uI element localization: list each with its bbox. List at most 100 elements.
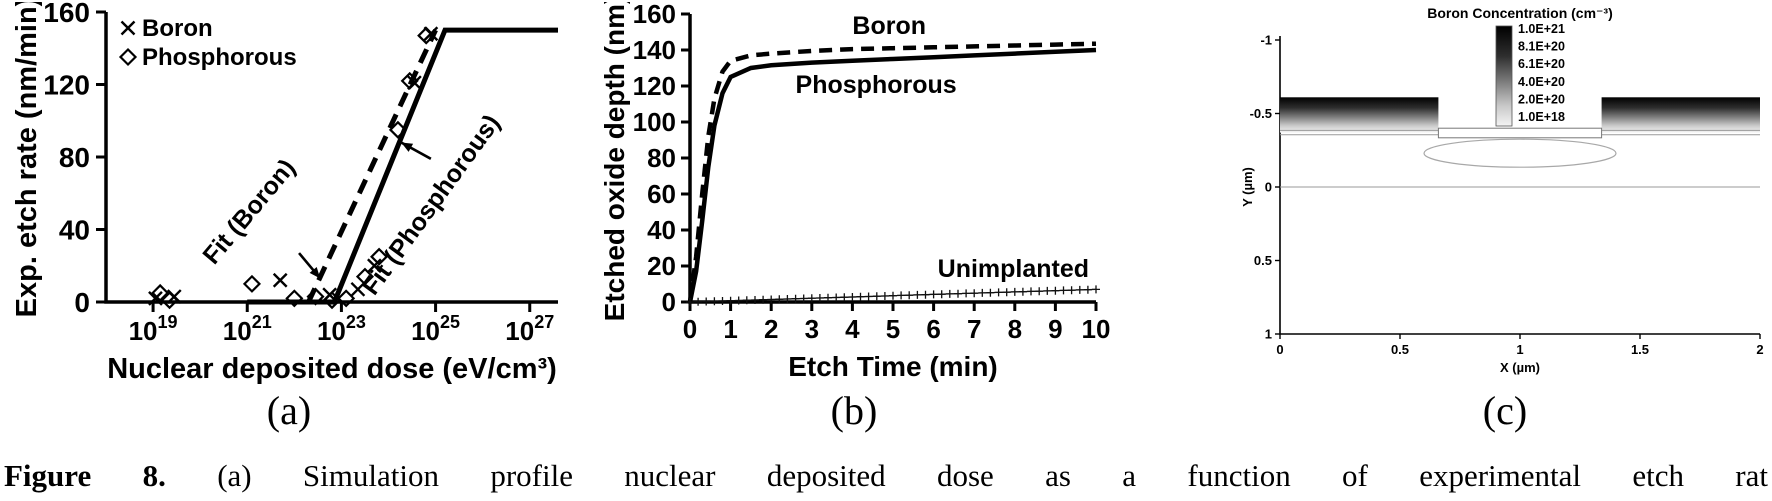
diamond-marker	[370, 247, 389, 266]
x-tick-label: 7	[967, 314, 981, 344]
fit-annotation: Fit (Phosphorous)	[357, 110, 506, 301]
x-tick-label: 6	[926, 314, 940, 344]
y-tick-label: 0	[662, 287, 676, 317]
plus-marker	[848, 293, 857, 301]
plus-marker	[1035, 287, 1044, 296]
diamond-marker	[337, 289, 356, 308]
plus-marker	[1010, 287, 1019, 296]
y-tick-label: 80	[59, 142, 90, 173]
implant-band	[1601, 97, 1760, 133]
x-tick-label: 1019	[129, 312, 178, 346]
plus-marker	[718, 297, 727, 305]
plus-marker	[1002, 288, 1011, 297]
series-label: Unimplanted	[938, 255, 1089, 283]
panel-b-label: (b)	[830, 388, 878, 433]
plus-marker	[937, 290, 946, 299]
plus-marker	[986, 288, 995, 297]
fit-annotation: Fit (Boron)	[197, 154, 301, 270]
x-axis-title: Etch Time (min)	[788, 351, 998, 382]
series-boron	[687, 41, 1097, 303]
diamond-marker	[388, 120, 407, 139]
x-tick-label: 1023	[317, 312, 366, 346]
colorbar-tick-label: 4.0E+20	[1518, 75, 1565, 89]
plus-marker	[1018, 287, 1027, 296]
colorbar-title: Boron Concentration (cm⁻³)	[1427, 5, 1613, 21]
x-axis-title: X (µm)	[1500, 360, 1540, 375]
chart-graphic: 10	[129, 316, 158, 346]
figure-caption: Figure 8. (a) Simulation profile nuclear…	[0, 456, 1772, 501]
plus-marker	[1067, 286, 1076, 295]
y-tick-label: -0.5	[1250, 106, 1272, 121]
cross-marker	[272, 272, 288, 288]
fit-line-dashed	[306, 29, 438, 304]
plus-marker	[889, 291, 897, 300]
x-tick-label: 1025	[411, 312, 460, 346]
y-tick-label: -1	[1260, 33, 1272, 48]
arrow-head	[309, 267, 321, 279]
caption-body: (a) Simulation profile nuclear deposited…	[217, 458, 1769, 493]
plus-marker	[856, 292, 865, 301]
colorbar: Boron Concentration (cm⁻³)1.0E+21 8.1E+20…	[1427, 5, 1613, 127]
plus-marker	[1092, 285, 1100, 294]
plus-marker	[751, 296, 759, 304]
plus-marker	[872, 292, 881, 301]
y-tick-label: 120	[43, 70, 90, 101]
x-tick-label: 1.5	[1631, 342, 1649, 357]
x-tick-label: 2	[1756, 342, 1763, 357]
diamond-marker	[242, 274, 262, 293]
y-tick-label: 160	[633, 2, 676, 29]
plus-marker	[775, 295, 784, 304]
diamond-marker	[160, 291, 179, 310]
plus-marker	[1083, 285, 1092, 294]
plus-marker	[702, 297, 711, 306]
panel-c: -1 -0.5 0 0.5 1 0 0.5 1 1.5 2 X (µm) Y (µm) Boron Co…	[1238, 2, 1772, 432]
panel-a-label: (a)	[266, 388, 312, 433]
plus-marker	[1051, 286, 1060, 295]
cross-marker	[148, 291, 163, 306]
plus-marker	[962, 289, 971, 298]
legend-label: Boron	[142, 15, 213, 42]
junction-contour	[1423, 138, 1617, 168]
cross-marker	[350, 281, 366, 297]
plus-marker	[840, 293, 849, 302]
plus-marker	[767, 295, 776, 304]
x-tick-label: 1	[723, 314, 737, 344]
plus-marker	[978, 288, 987, 297]
arrow-head	[401, 142, 414, 152]
plus-marker	[710, 297, 719, 306]
plus-marker	[1043, 286, 1052, 295]
plus-marker	[815, 294, 824, 302]
plus-marker	[726, 296, 735, 305]
y-tick-label: 0	[74, 287, 90, 318]
x-tick-label: 1	[1516, 342, 1523, 357]
plus-marker	[759, 295, 768, 304]
plus-marker	[864, 292, 873, 301]
colorbar-gradient	[1495, 25, 1513, 127]
y-tick-label: 120	[633, 71, 676, 101]
diamond-marker	[322, 291, 342, 310]
diamond-marker	[151, 283, 170, 302]
caption-figure-number: Figure 8.	[4, 458, 166, 493]
chart-graphic: 19	[158, 312, 178, 332]
plus-marker	[783, 295, 792, 303]
diamond-marker	[400, 71, 419, 90]
x-tick-label: 5	[886, 314, 900, 344]
plus-marker	[832, 293, 841, 302]
chart-graphic: 10	[223, 316, 252, 346]
plus-marker	[905, 291, 914, 300]
y-tick-label: 1	[1265, 327, 1272, 342]
plus-marker	[1075, 285, 1084, 294]
panel-a: 0 40 80 120 160 1019 1021 1023 1025 1027 Nuclear d…	[6, 2, 572, 432]
diamond-marker	[417, 26, 436, 45]
panel-c-label: (c)	[1482, 388, 1528, 433]
y-tick-label: 40	[647, 215, 676, 245]
plus-marker	[970, 289, 979, 298]
plus-marker	[880, 292, 889, 300]
plus-marker	[742, 296, 751, 305]
plus-marker	[994, 288, 1003, 297]
chart-c: -1-0.500.510 0.5 1 1.5 2X (µm)Y (µm)	[1240, 33, 1764, 376]
